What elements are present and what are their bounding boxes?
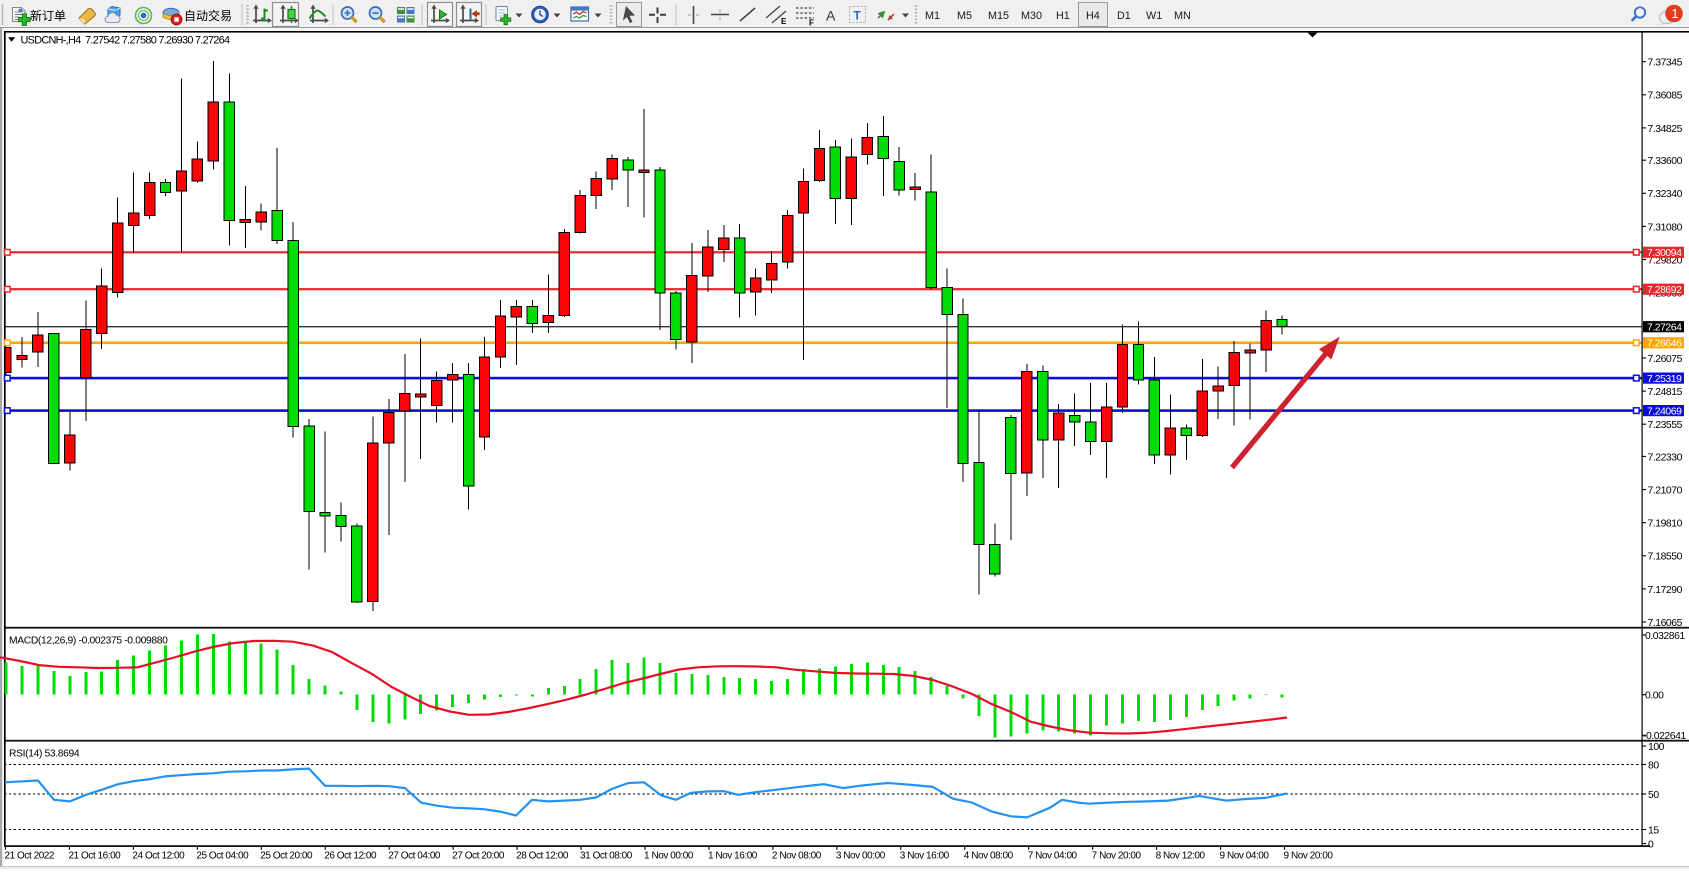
svg-text:80: 80 [1648,760,1659,771]
svg-text:M5: M5 [957,10,972,22]
svg-text:MACD(12,26,9) -0.002375 -0.009: MACD(12,26,9) -0.002375 -0.009880 [9,636,168,647]
svg-text:W1: W1 [1146,10,1162,22]
svg-text:MN: MN [1174,10,1191,22]
svg-text:25 Oct 04:00: 25 Oct 04:00 [196,851,249,862]
svg-text:M15: M15 [988,10,1009,22]
svg-text:7.24069: 7.24069 [1647,407,1682,418]
svg-text:7.27264: 7.27264 [1647,323,1682,334]
svg-text:7.26646: 7.26646 [1647,339,1682,350]
svg-text:7.23555: 7.23555 [1648,420,1683,431]
svg-text:7 Nov 20:00: 7 Nov 20:00 [1092,851,1142,862]
svg-text:H4: H4 [1086,10,1100,22]
svg-text:-0.022641: -0.022641 [1643,731,1686,742]
svg-text:7.33600: 7.33600 [1648,156,1683,167]
svg-text:E: E [781,17,787,26]
svg-text:2 Nov 08:00: 2 Nov 08:00 [772,851,822,862]
svg-text:9 Nov 20:00: 9 Nov 20:00 [1284,851,1334,862]
svg-text:0: 0 [1648,839,1654,850]
svg-text:28 Oct 12:00: 28 Oct 12:00 [516,851,569,862]
svg-text:27 Oct 20:00: 27 Oct 20:00 [452,851,505,862]
svg-text:7.16065: 7.16065 [1648,618,1683,629]
svg-text:50: 50 [1648,790,1659,801]
svg-text:100: 100 [1648,742,1665,753]
svg-text:7.28692: 7.28692 [1647,285,1682,296]
svg-text:A: A [826,8,836,24]
svg-text:7.26075: 7.26075 [1648,354,1683,365]
svg-text:7.17290: 7.17290 [1648,585,1683,596]
svg-text:9 Nov 04:00: 9 Nov 04:00 [1220,851,1270,862]
svg-text:21 Oct 2022: 21 Oct 2022 [5,851,55,862]
svg-text:自动交易: 自动交易 [184,8,232,23]
svg-text:8 Nov 12:00: 8 Nov 12:00 [1156,851,1206,862]
svg-text:7.31080: 7.31080 [1648,222,1683,233]
svg-text:0.032861: 0.032861 [1645,631,1685,642]
svg-text:RSI(14) 53.8694: RSI(14) 53.8694 [9,749,80,760]
svg-text:7.36085: 7.36085 [1648,91,1683,102]
svg-text:26 Oct 12:00: 26 Oct 12:00 [324,851,377,862]
svg-text:27 Oct 04:00: 27 Oct 04:00 [388,851,441,862]
svg-text:24 Oct 12:00: 24 Oct 12:00 [132,851,185,862]
svg-text:7.30094: 7.30094 [1647,248,1682,259]
svg-text:15: 15 [1648,825,1659,836]
svg-text:F: F [809,19,814,28]
svg-text:7.19810: 7.19810 [1648,519,1683,530]
svg-text:7.25319: 7.25319 [1647,374,1682,385]
svg-text:7 Nov 04:00: 7 Nov 04:00 [1028,851,1078,862]
svg-text:7.29820: 7.29820 [1648,255,1683,266]
svg-text:7.37345: 7.37345 [1648,58,1683,69]
svg-text:USDCNH-,H4 7.27542 7.27580 7.: USDCNH-,H4 7.27542 7.27580 7.26930 7.272… [21,35,230,47]
svg-text:新订单: 新订单 [30,8,66,23]
svg-text:21 Oct 16:00: 21 Oct 16:00 [68,851,121,862]
svg-text:7.22330: 7.22330 [1648,452,1683,463]
svg-text:1 Nov 00:00: 1 Nov 00:00 [644,851,694,862]
svg-text:25 Oct 20:00: 25 Oct 20:00 [260,851,313,862]
svg-text:4 Nov 08:00: 4 Nov 08:00 [964,851,1014,862]
svg-text:0.00: 0.00 [1645,691,1664,702]
svg-text:7.21070: 7.21070 [1648,486,1683,497]
svg-text:7.32340: 7.32340 [1648,189,1683,200]
svg-text:M30: M30 [1021,10,1042,22]
svg-text:31 Oct 08:00: 31 Oct 08:00 [580,851,633,862]
svg-text:H1: H1 [1056,10,1070,22]
svg-text:T: T [854,9,862,23]
svg-text:3 Nov 16:00: 3 Nov 16:00 [900,851,950,862]
svg-text:3 Nov 00:00: 3 Nov 00:00 [836,851,886,862]
svg-text:7.24815: 7.24815 [1648,387,1683,398]
svg-text:1 Nov 16:00: 1 Nov 16:00 [708,851,758,862]
svg-text:1: 1 [1672,7,1679,21]
svg-text:M1: M1 [925,10,940,22]
svg-text:7.18550: 7.18550 [1648,552,1683,563]
svg-text:7.34825: 7.34825 [1648,124,1683,135]
svg-text:D1: D1 [1117,10,1131,22]
